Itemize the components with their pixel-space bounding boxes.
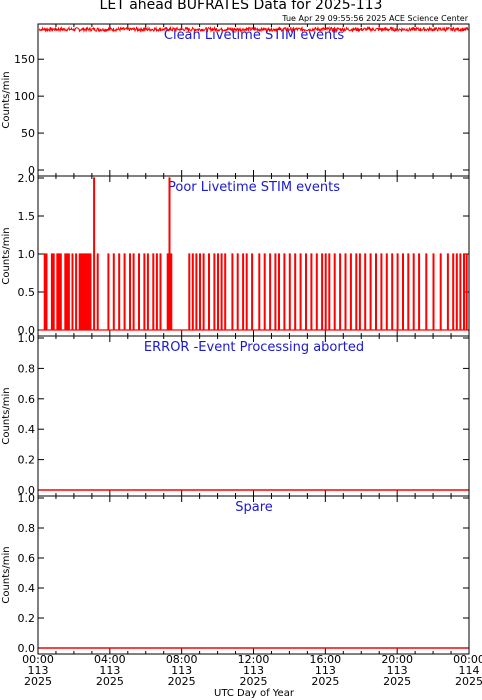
y-tick-label: 0.6: [18, 552, 36, 565]
x-tick-label: 113: [243, 664, 264, 677]
x-tick-label: 2025: [455, 675, 482, 688]
panel-frame: [37, 335, 470, 497]
y-tick-label: 1.5: [18, 210, 36, 223]
x-tick-label: 2025: [240, 675, 268, 688]
y-axis-label: Counts/min: [1, 227, 12, 284]
panel-frame: [37, 495, 470, 655]
y-axis-label: Counts/min: [1, 71, 12, 128]
y-tick-label: 0.0: [18, 324, 36, 337]
y-tick-label: 0.8: [18, 362, 36, 375]
x-tick-label: 2025: [311, 675, 339, 688]
y-tick-label: 0.4: [18, 582, 36, 595]
y-tick-label: 0.2: [18, 612, 36, 625]
panel-title: Spare: [235, 500, 273, 515]
x-tick-label: 2025: [383, 675, 411, 688]
x-tick-label: 113: [315, 664, 336, 677]
panel-3: 0.0 0.2 0.4 0.6 0.8 1.0 Counts/min ERROR -Event…: [1, 332, 470, 497]
x-tick-label: 2025: [24, 675, 52, 688]
x-tick-label: 20:00: [381, 653, 413, 666]
x-tick-label: 2025: [168, 675, 196, 688]
panel-frame: [37, 175, 470, 337]
x-tick-label: 16:00: [309, 653, 341, 666]
timestamp-label: Tue Apr 29 09:55:56 2025 ACE Science Cen…: [281, 14, 468, 23]
x-tick-label: 12:00: [238, 653, 270, 666]
x-axis-label: UTC Day of Year: [214, 688, 295, 699]
x-tick-label: 113: [28, 664, 49, 677]
y-tick-label: 0.0: [18, 484, 36, 497]
x-tick-label: 08:00: [166, 653, 198, 666]
y-tick-label: 1.0: [18, 492, 36, 505]
y-tick-label: 1.0: [18, 248, 36, 261]
y-axis-label: Counts/min: [1, 387, 12, 444]
panel-2: 0.0 0.5 1.0 1.5 2.0 Counts/min Poor Livetime S…: [1, 172, 470, 337]
x-tick-label: 113: [99, 664, 120, 677]
x-tick-label: 00:00: [453, 653, 482, 666]
x-axis: 00:00113202504:00113202508:00113202512:0…: [22, 653, 482, 688]
panel-title: Poor Livetime STIM events: [168, 180, 340, 195]
y-tick-label: 0.4: [18, 423, 36, 436]
y-tick-label: 0.6: [18, 393, 36, 406]
panel-title: ERROR -Event Processing aborted: [144, 340, 364, 355]
y-tick-label: 0.2: [18, 454, 36, 467]
y-tick-label: 150: [14, 53, 35, 66]
chart-title: LET ahead BUFRATES Data for 2025-113: [100, 0, 383, 13]
y-tick-label: 2.0: [18, 172, 36, 185]
x-tick-label: 00:00: [22, 653, 54, 666]
y-tick-label: 1.0: [18, 332, 36, 345]
y-axis-label: Counts/min: [1, 546, 12, 603]
y-tick-label: 0.8: [18, 522, 36, 535]
panel-4: 0.0 0.2 0.4 0.6 0.8 1.0 Counts/min Spare: [1, 492, 470, 655]
panel-frame: [37, 23, 470, 177]
panel-title: Clean Livetime STIM events: [164, 28, 344, 43]
series-line: [39, 177, 468, 331]
y-tick-label: 0: [28, 164, 35, 177]
x-tick-label: 114: [459, 664, 480, 677]
y-tick-label: 0.5: [18, 286, 36, 299]
x-tick-label: 113: [387, 664, 408, 677]
series-line: [38, 25, 469, 34]
y-tick-label: 100: [14, 90, 35, 103]
y-tick-label: 50: [21, 127, 35, 140]
x-tick-label: 2025: [96, 675, 124, 688]
x-tick-label: 113: [171, 664, 192, 677]
y-tick-label: 0.0: [18, 642, 36, 655]
x-tick-label: 04:00: [94, 653, 126, 666]
